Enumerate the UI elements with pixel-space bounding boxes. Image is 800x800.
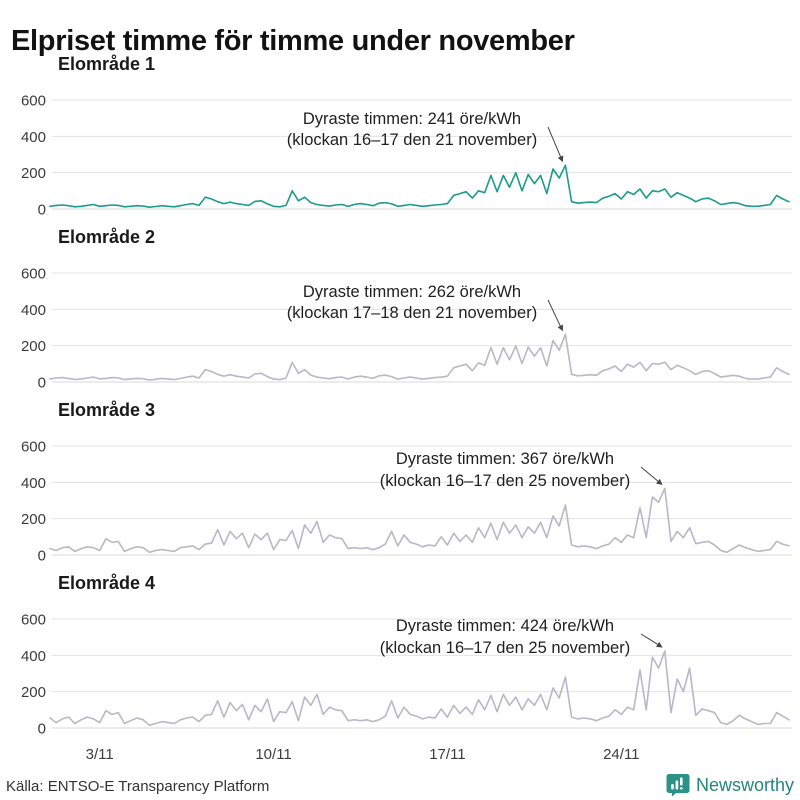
- chart-section-3: Elområde 3 600 400 200 0 Dyraste timmen: 367 …: [0, 398, 800, 574]
- x-tick-label: 10/11: [255, 746, 291, 763]
- chart-section-4: Elområde 4 600 400 200 0 Dyraste timmen: 424 …: [0, 571, 800, 782]
- chart-section-1: Elområde 1 600 400 200 0 Dyraste timmen: 241 …: [0, 52, 800, 228]
- y-tick-label: 400: [21, 475, 46, 492]
- bar-chart-speech-bubble-icon: [666, 774, 690, 797]
- chart-subtitle: Elområde 4: [58, 573, 156, 593]
- annotation-line1: Dyraste timmen: 367 öre/kWh: [396, 450, 614, 468]
- y-tick-label: 600: [21, 439, 46, 456]
- price-line: [49, 487, 790, 554]
- annotation-line2: (klockan 16–17 den 25 november): [380, 472, 630, 490]
- x-tick-label: 24/11: [603, 746, 639, 763]
- annotation-line2: (klockan 16–17 den 21 november): [287, 131, 537, 149]
- annotation-line1: Dyraste timmen: 241 öre/kWh: [303, 110, 521, 128]
- annotation-arrow: [547, 126, 564, 163]
- newsworthy-logo: Newsworthy: [666, 773, 794, 797]
- chart-canvas: 600 400 200 0 Dyraste timmen: 262 öre/kWh (kl…: [21, 266, 792, 392]
- annotation-arrow: [640, 466, 663, 485]
- annotation-arrow: [640, 633, 663, 648]
- x-tick-label: 3/11: [86, 746, 114, 763]
- y-tick-label: 400: [21, 129, 46, 146]
- y-tick-label: 600: [21, 612, 46, 629]
- y-tick-label: 400: [21, 302, 46, 319]
- y-tick-label: 200: [21, 684, 46, 701]
- price-line: [49, 333, 790, 381]
- chart-canvas: 600 400 200 0 Dyraste timmen: 241 öre/kWh (kl…: [21, 93, 792, 219]
- y-tick-label: 600: [21, 266, 46, 283]
- page-title: Elpriset timme för timme under november: [11, 25, 575, 58]
- annotation-line2: (klockan 17–18 den 21 november): [287, 304, 537, 322]
- y-tick-label: 200: [21, 338, 46, 355]
- chart-subtitle: Elområde 2: [58, 227, 156, 247]
- brand-name: Newsworthy: [695, 774, 794, 795]
- source-caption: Källa: ENTSO-E Transparency Platform: [6, 778, 270, 795]
- chart-section-2: Elområde 2 600 400 200 0 Dyraste timmen: 262 …: [0, 225, 800, 401]
- annotation-line1: Dyraste timmen: 424 öre/kWh: [396, 617, 614, 635]
- x-tick-label: 17/11: [429, 746, 465, 763]
- annotation-line2: (klockan 16–17 den 25 november): [380, 639, 630, 657]
- chart-canvas: 600 400 200 0 Dyraste timmen: 367 öre/kWh (kl…: [21, 439, 792, 565]
- y-tick-label: 200: [21, 511, 46, 528]
- chart-canvas: 600 400 200 0 Dyraste timmen: 424 öre/kWh (kl…: [21, 612, 792, 763]
- y-tick-label: 0: [38, 375, 46, 392]
- y-tick-label: 0: [38, 721, 46, 738]
- y-tick-label: 600: [21, 93, 46, 110]
- annotation-arrow: [547, 299, 564, 332]
- annotation-line1: Dyraste timmen: 262 öre/kWh: [303, 283, 521, 301]
- y-tick-label: 0: [38, 202, 46, 219]
- y-tick-label: 400: [21, 648, 46, 665]
- price-line: [49, 164, 790, 208]
- y-tick-label: 200: [21, 165, 46, 182]
- chart-subtitle: Elområde 3: [58, 400, 156, 420]
- y-tick-label: 0: [38, 548, 46, 565]
- price-line: [49, 650, 790, 727]
- chart-subtitle: Elområde 1: [58, 54, 156, 74]
